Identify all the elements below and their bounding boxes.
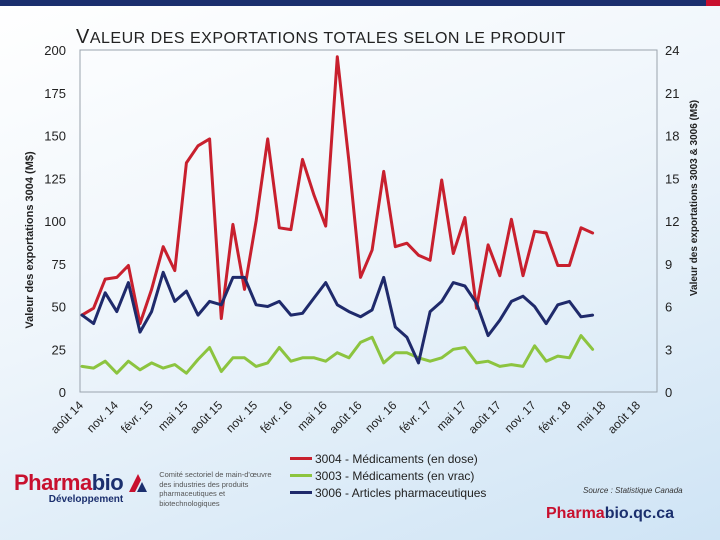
- y-tick-label-left: 75: [52, 257, 66, 272]
- legend: 3004 - Médicaments (en dose) 3003 - Médi…: [290, 450, 486, 501]
- y-tick-label-left: 200: [44, 43, 66, 58]
- series-line-3: [80, 270, 595, 365]
- y-tick-label-right: 21: [665, 86, 679, 101]
- left-axis: 0 25 50 75 100 125 150 175 200: [44, 43, 66, 400]
- logo-subtitle: Développement: [48, 494, 124, 505]
- top-accent-red: [706, 0, 720, 6]
- y-axis-label-right: Valeur des exportations 3003 & 3006 (M$): [689, 100, 700, 296]
- legend-item-3006: 3006 - Articles pharmaceutiques: [290, 484, 486, 501]
- x-tick-label: nov. 14: [84, 398, 121, 435]
- y-tick-label-right: 24: [665, 43, 679, 58]
- series-layer: [80, 55, 595, 375]
- x-tick-label: mai 15: [155, 398, 191, 434]
- logo-mark-icon: [129, 474, 148, 492]
- y-tick-label-left: 25: [52, 342, 66, 357]
- right-axis: 0 3 6 9 12 15 18 21 24: [665, 43, 679, 400]
- x-tick-label: févr. 16: [257, 398, 295, 436]
- plot-area: [79, 49, 658, 393]
- x-tick-label: mai 16: [294, 398, 330, 434]
- legend-label: 3003 - Médicaments (en vrac): [315, 468, 475, 483]
- top-accent-bar: [0, 0, 720, 6]
- x-tick-label: août 16: [326, 398, 364, 436]
- y-tick-label-right: 15: [665, 171, 679, 186]
- y-tick-label-left: 125: [44, 171, 66, 186]
- y-tick-label-right: 3: [665, 342, 672, 357]
- site-url[interactable]: Pharmabio.qc.ca: [546, 505, 675, 522]
- x-tick-label: nov. 16: [362, 398, 399, 435]
- x-tick-label: août 15: [187, 398, 225, 436]
- y-tick-label-right: 9: [665, 257, 672, 272]
- y-tick-label-left: 0: [59, 385, 66, 400]
- y-tick-label-right: 18: [665, 129, 679, 144]
- x-tick-label: nov. 17: [502, 398, 539, 435]
- x-tick-label: févr. 18: [536, 398, 574, 436]
- y-tick-label-right: 12: [665, 214, 679, 229]
- x-tick-label: févr. 17: [397, 398, 435, 436]
- y-tick-label-left: 100: [44, 214, 66, 229]
- x-tick-label: août 17: [466, 398, 504, 436]
- x-tick-label: nov. 15: [223, 398, 260, 435]
- legend-swatch-red: [290, 457, 312, 460]
- y-tick-label-left: 50: [52, 300, 66, 315]
- logo-wordmark: Pharmabio Développement: [14, 470, 124, 505]
- y-tick-label-right: 6: [665, 300, 672, 315]
- x-tick-label: mai 18: [573, 398, 609, 434]
- series-line-1: [80, 55, 595, 326]
- legend-item-3003: 3003 - Médicaments (en vrac): [290, 467, 486, 484]
- legend-item-3004: 3004 - Médicaments (en dose): [290, 450, 486, 467]
- y-tick-label-left: 150: [44, 129, 66, 144]
- legend-label: 3006 - Articles pharmaceutiques: [315, 485, 487, 500]
- y-tick-label-right: 0: [665, 385, 672, 400]
- x-tick-label: août 18: [605, 398, 643, 436]
- series-line-2: [80, 334, 595, 375]
- logo-description: Comité sectoriel de main-d'œuvre des ind…: [159, 470, 272, 508]
- legend-label: 3004 - Médicaments (en dose): [315, 451, 478, 466]
- x-tick-label: août 14: [48, 398, 86, 436]
- pharmabio-logo: Pharmabio Développement Comité sectoriel…: [14, 470, 277, 508]
- legend-swatch-green: [290, 474, 312, 477]
- x-tick-label: mai 17: [434, 398, 470, 434]
- y-axis-label-left: Valeur des exportations 3004 (M$): [24, 151, 36, 329]
- legend-swatch-navy: [290, 491, 312, 494]
- x-tick-label: févr. 15: [118, 398, 156, 436]
- source-note: Source : Statistique Canada: [583, 486, 683, 495]
- y-tick-label-left: 175: [44, 86, 66, 101]
- chart-title: VALEUR DES EXPORTATIONS TOTALES SELON LE…: [76, 26, 566, 48]
